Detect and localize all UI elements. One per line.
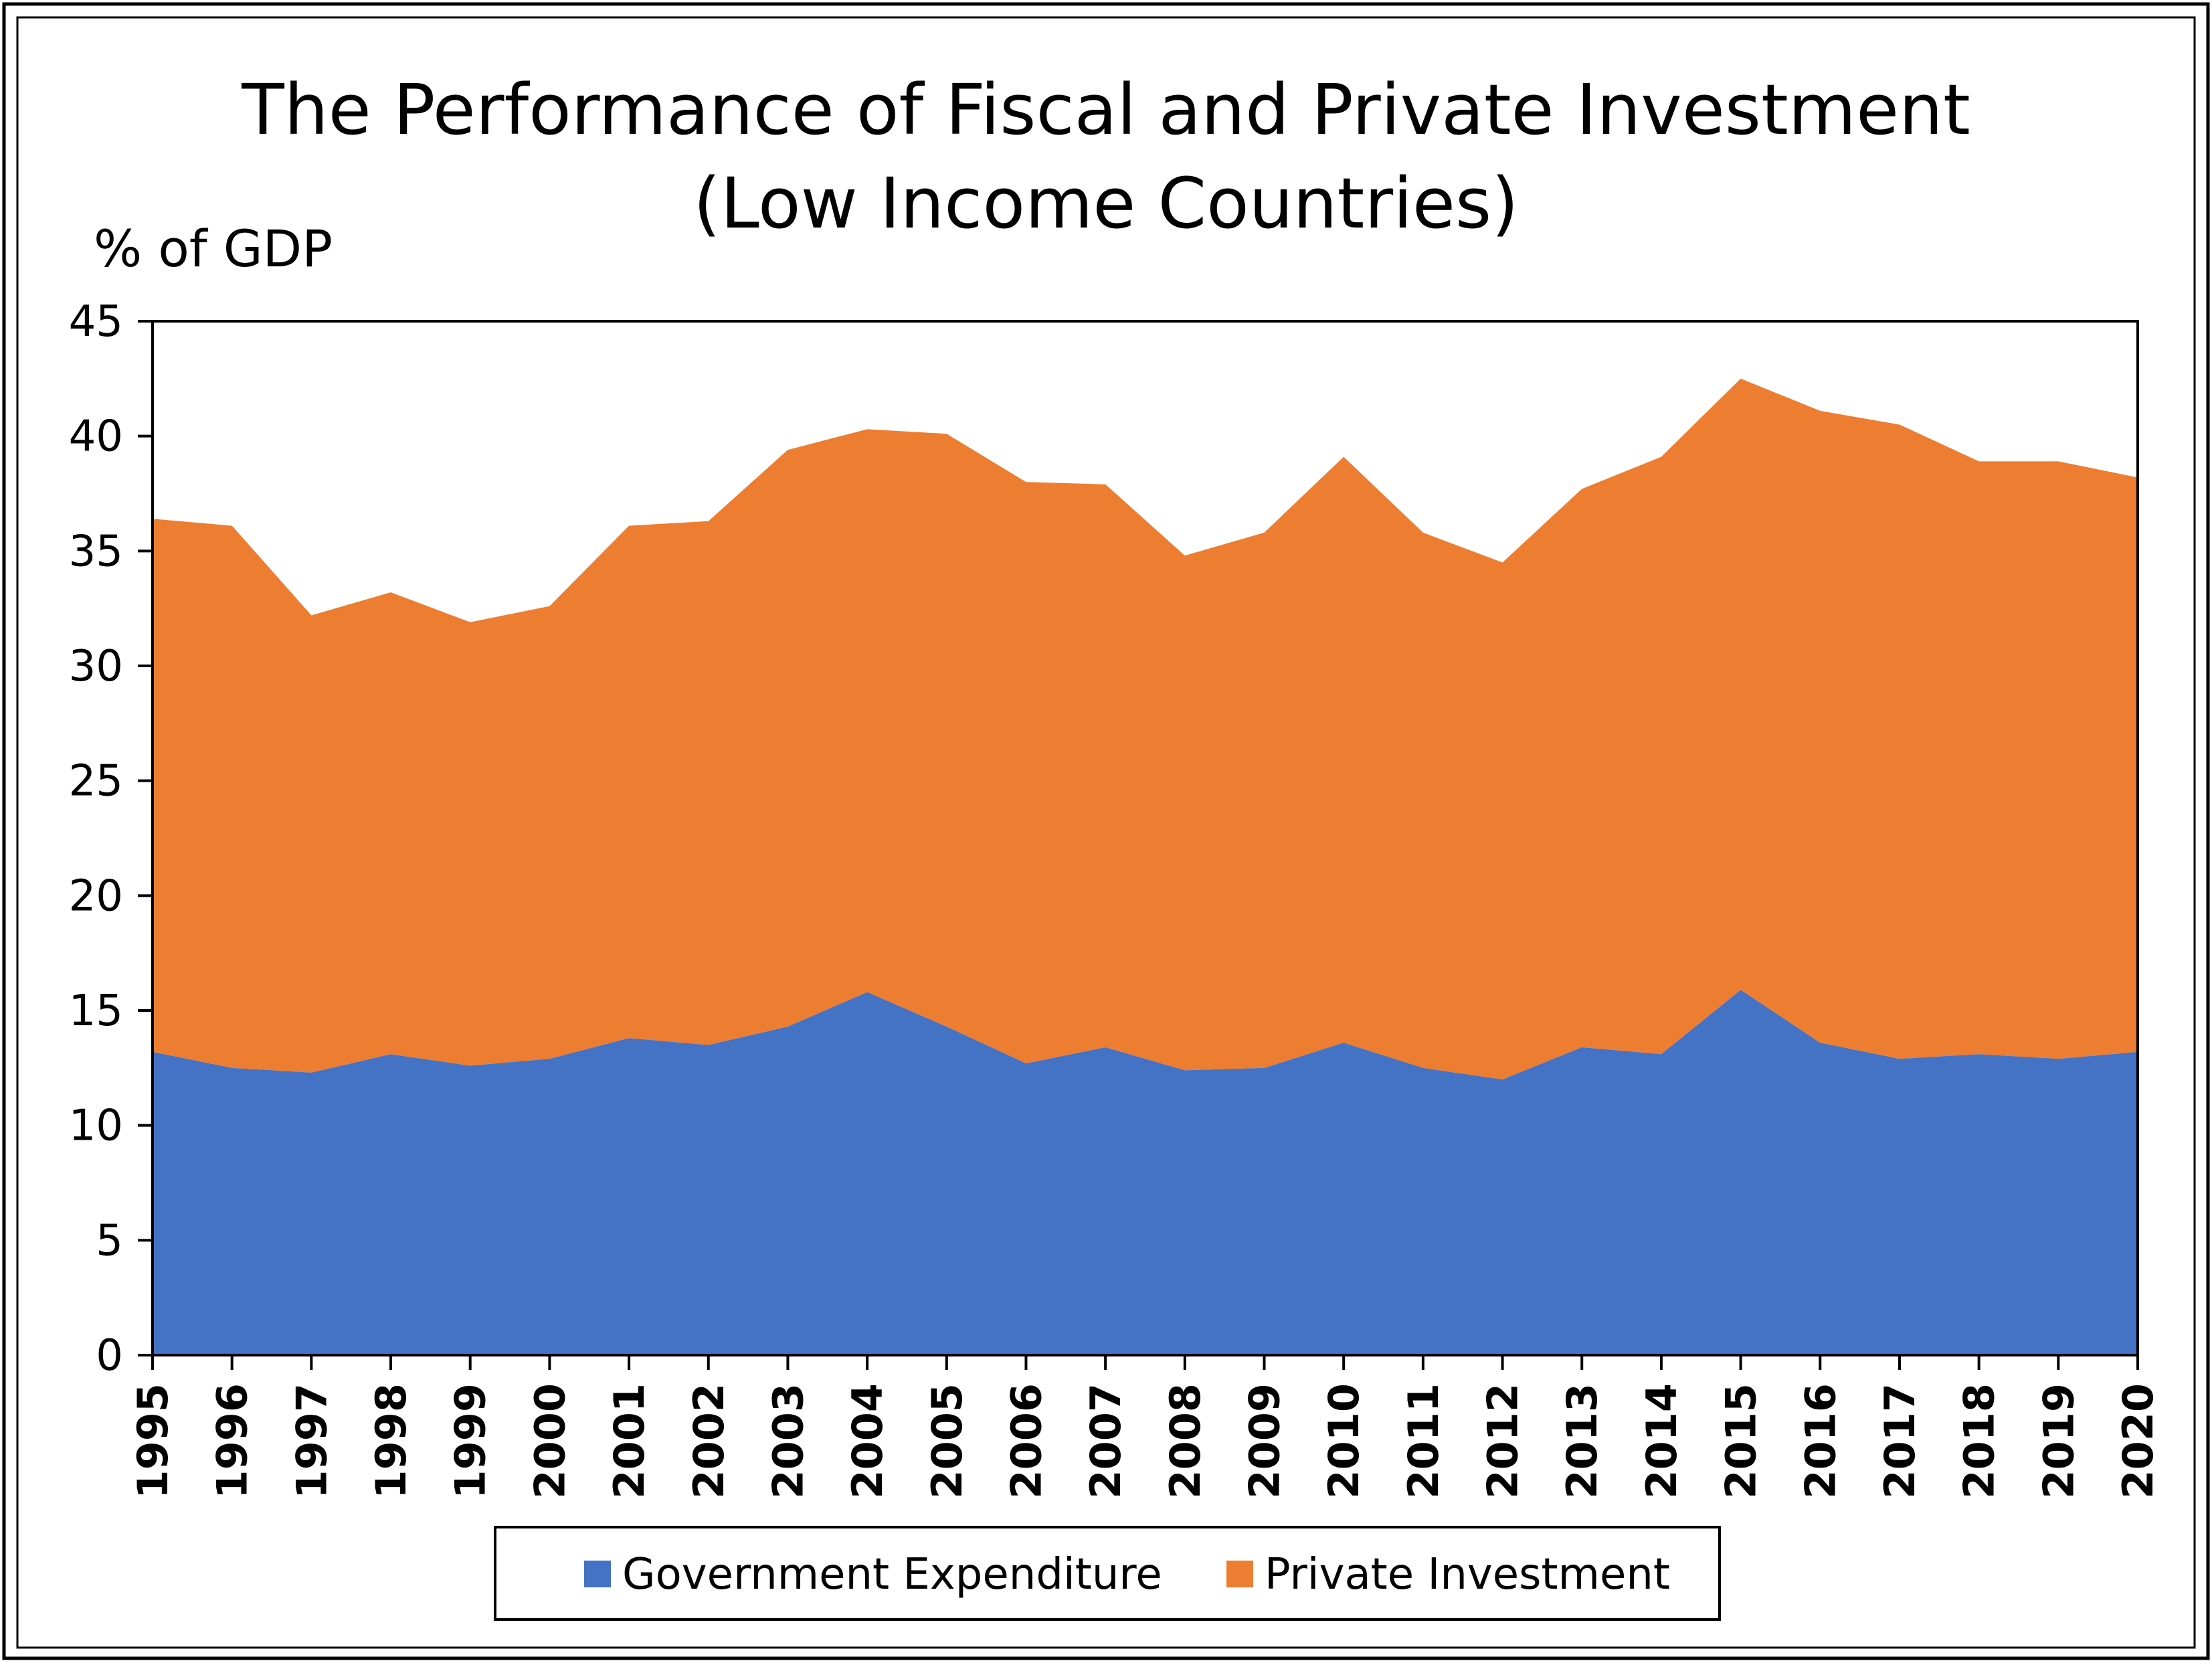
legend: Government Expenditure Private Investment [494,1526,1721,1621]
chart-title-line-2: (Low Income Countries) [693,163,1518,244]
legend-label-1: Private Investment [1265,1550,1670,1599]
x-tick-label: 2000 [525,1383,574,1499]
x-tick-label: 2009 [1240,1383,1289,1499]
y-tick-label: 45 [69,297,123,347]
x-tick-label: 2013 [1558,1383,1606,1499]
x-tick-label: 2015 [1717,1383,1766,1499]
x-tick-label: 2001 [605,1383,654,1499]
x-tick-label: 2017 [1875,1383,1924,1499]
x-tick-label: 2014 [1637,1383,1686,1499]
x-tick-label: 2011 [1399,1383,1448,1499]
x-tick-label: 2016 [1796,1383,1845,1499]
area-series-1 [153,378,2138,1079]
inner-border [16,16,2196,1649]
y-axis: 0 5 10 15 20 25 30 35 40 45 [69,297,153,1381]
y-axis-label: % of GDP [94,219,333,278]
x-tick-label: 2005 [923,1383,972,1499]
x-tick-label: 1998 [367,1383,416,1499]
y-tick-label: 15 [69,986,123,1036]
x-tick-label: 2002 [684,1383,733,1499]
y-tick-label: 0 [96,1331,123,1381]
plot-area-border [151,320,2139,1356]
x-tick-label: 2018 [1955,1383,2004,1499]
chart-title-line-1: The Performance of Fiscal and Private In… [241,69,1970,151]
y-tick-label: 30 [69,642,123,691]
x-tick-label: 1997 [287,1383,336,1499]
x-tick-label: 2004 [843,1383,892,1499]
legend-box [494,1526,1721,1621]
area-series-0 [153,990,2138,1355]
x-tick-label: 1999 [446,1383,495,1499]
legend-swatch-1 [1226,1561,1253,1587]
x-tick-label: 2012 [1479,1383,1528,1499]
x-tick-label: 2007 [1081,1383,1130,1499]
x-tick-label: 2006 [1002,1383,1051,1499]
y-tick-label: 20 [69,871,123,921]
y-tick-label: 25 [69,757,123,806]
x-tick-label: 1995 [128,1383,177,1499]
area-layer [153,378,2138,1355]
x-tick-label: 2003 [763,1383,812,1499]
x-tick-label: 2010 [1319,1383,1368,1499]
x-tick-label: 2008 [1161,1383,1210,1499]
y-tick-label: 10 [69,1102,123,1151]
y-tick-label: 5 [96,1216,123,1265]
y-tick-label: 35 [69,527,123,576]
x-tick-label: 2020 [2114,1383,2162,1499]
y-tick-label: 40 [69,412,123,462]
legend-label-0: Government Expenditure [622,1550,1162,1599]
legend-swatch-0 [584,1561,611,1587]
x-axis: 1995 1996 1997 1998 1999 2000 2001 2002 2003 2004… [128,1355,2162,1499]
x-tick-label: 1996 [208,1383,257,1499]
x-tick-label: 2019 [2034,1383,2083,1499]
